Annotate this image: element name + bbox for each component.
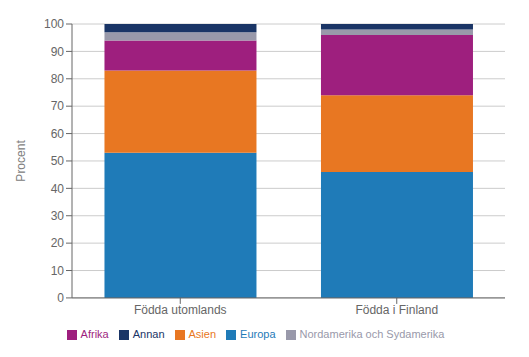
svg-text:0: 0	[57, 291, 64, 305]
html-text:Annan: Annan	[132, 327, 165, 340]
svg-text:Födda utomlands: Födda utomlands	[134, 303, 227, 317]
svg-text:50: 50	[51, 154, 65, 168]
html-text:Afrika: Afrika	[80, 327, 109, 340]
svg-text:80: 80	[51, 72, 65, 86]
html-text:Europa: Europa	[240, 327, 276, 340]
svg-text:10: 10	[51, 264, 65, 278]
svg-text:Födda i Finland: Födda i Finland	[355, 303, 438, 317]
svg-text:60: 60	[51, 127, 65, 141]
svg-text:40: 40	[51, 182, 65, 196]
html-text:Asien: Asien	[188, 327, 216, 340]
svg-text:90: 90	[51, 45, 65, 59]
html-text:Nordamerika och Sydamerika: Nordamerika och Sydamerika	[299, 327, 445, 340]
svg-text:100: 100	[44, 17, 64, 31]
svg-text:20: 20	[51, 236, 65, 250]
svg-text:70: 70	[51, 99, 65, 113]
svg-text:Procent: Procent	[14, 140, 28, 182]
svg-text:30: 30	[51, 209, 65, 223]
